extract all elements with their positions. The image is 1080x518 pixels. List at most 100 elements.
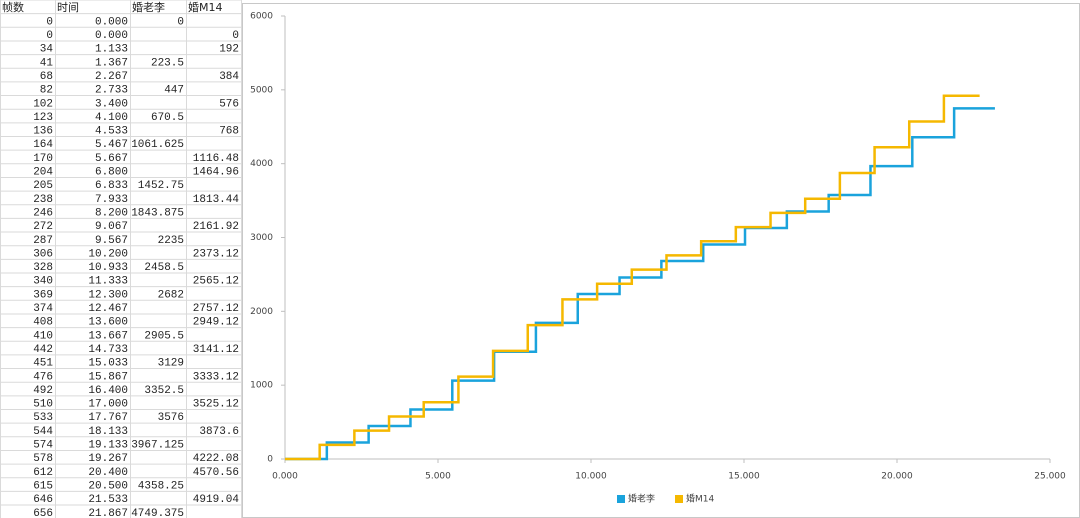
cell: 3525.12 — [193, 399, 239, 411]
y-tick-label: 6000 — [250, 12, 273, 22]
cell: 4919.04 — [193, 494, 240, 506]
cell: 19.267 — [88, 453, 128, 465]
cell: 0 — [46, 30, 53, 42]
step-line — [285, 107, 995, 461]
chart: 0 1000 2000 3000 4000 5000 6000 0.000 5.000 10.00… — [242, 3, 1080, 518]
cell: 12.467 — [88, 303, 128, 315]
cell: 447 — [164, 85, 184, 97]
cell: 8.200 — [95, 207, 128, 219]
cell: 21.533 — [88, 494, 128, 506]
cell: 328 — [33, 262, 53, 274]
cell: 615 — [33, 480, 53, 492]
cell: 374 — [33, 303, 53, 315]
cell: 2949.12 — [193, 317, 239, 329]
cell: 4570.56 — [193, 467, 239, 479]
cell: 3141.12 — [193, 344, 239, 356]
cell: 3967.125 — [131, 440, 184, 452]
cell: 2905.5 — [144, 330, 184, 342]
cell: 82 — [40, 85, 53, 97]
cell: 15.867 — [88, 371, 128, 383]
cell: 646 — [33, 494, 53, 506]
cell: 544 — [33, 426, 53, 438]
x-tick-label: 10.000 — [575, 472, 607, 482]
cell: 17.000 — [88, 399, 128, 411]
cell: 656 — [33, 508, 53, 518]
cell: 20.500 — [88, 480, 128, 492]
cell: 205 — [33, 180, 53, 192]
cell: 2235 — [158, 235, 184, 247]
cell: 6.833 — [95, 180, 128, 192]
y-tick-label: 0 — [267, 455, 273, 465]
cell: 574 — [33, 440, 53, 452]
cell: 1.133 — [95, 44, 128, 56]
cell: 2161.92 — [193, 221, 239, 233]
cell: 1843.875 — [131, 207, 184, 219]
cell: 204 — [33, 167, 53, 179]
cell: 1061.625 — [131, 139, 184, 151]
cell: 18.133 — [88, 426, 128, 438]
cell: 3.400 — [95, 98, 128, 110]
step-line — [285, 94, 980, 461]
cell: 11.333 — [88, 276, 128, 288]
cell: 246 — [33, 207, 53, 219]
cell: 4.100 — [95, 112, 128, 124]
cell: 3333.12 — [193, 371, 239, 383]
cell: 15.033 — [88, 358, 128, 370]
cell: 14.733 — [88, 344, 128, 356]
cell: 21.867 — [88, 508, 128, 518]
cell: 9.567 — [95, 235, 128, 247]
y-tick-label: 3000 — [250, 233, 273, 243]
cell: 12.300 — [88, 289, 128, 301]
cell: 2565.12 — [193, 276, 239, 288]
x-tick-label: 5.000 — [425, 472, 451, 482]
cell: 4358.25 — [138, 480, 184, 492]
cell: 492 — [33, 385, 53, 397]
cell: 9.067 — [95, 221, 128, 233]
x-tick-label: 15.000 — [728, 472, 760, 482]
cell: 16.400 — [88, 385, 128, 397]
cell: 123 — [33, 112, 53, 124]
header-cell: 时间 — [57, 1, 79, 14]
cell: 0 — [46, 16, 53, 28]
cell: 1464.96 — [193, 167, 239, 179]
cell: 102 — [33, 98, 53, 110]
cell: 1116.48 — [193, 153, 239, 165]
cell: 2682 — [158, 289, 184, 301]
cell: 3129 — [158, 358, 184, 370]
cell: 272 — [33, 221, 53, 233]
cell: 13.600 — [88, 317, 128, 329]
cell: 4222.08 — [193, 453, 239, 465]
cell: 10.200 — [88, 248, 128, 260]
cell: 5.467 — [95, 139, 128, 151]
cell: 287 — [33, 235, 53, 247]
cell: 1452.75 — [138, 180, 184, 192]
cell: 136 — [33, 126, 53, 138]
header-cell: 帧数 — [2, 0, 24, 14]
cell: 5.667 — [95, 153, 128, 165]
cell: 68 — [40, 71, 53, 83]
y-tick-label: 2000 — [250, 307, 273, 317]
cell: 223.5 — [151, 57, 184, 69]
header-cell: 婚老李 — [132, 0, 165, 14]
cell: 369 — [33, 289, 53, 301]
cell: 670.5 — [151, 112, 184, 124]
cell: 476 — [33, 371, 53, 383]
cell: 41 — [40, 57, 54, 69]
x-tick-label: 20.000 — [881, 472, 913, 482]
cell: 2373.12 — [193, 248, 239, 260]
cell: 164 — [33, 139, 53, 151]
cell: 1813.44 — [193, 194, 240, 206]
cell: 576 — [219, 98, 239, 110]
cell: 2.733 — [95, 85, 128, 97]
cell: 3352.5 — [144, 385, 184, 397]
x-tick-label: 0.000 — [272, 472, 298, 482]
cell: 384 — [219, 71, 239, 83]
cell: 2757.12 — [193, 303, 239, 315]
cell: 3873.6 — [199, 426, 239, 438]
legend-swatch — [617, 495, 625, 503]
y-tick-label: 1000 — [250, 381, 273, 391]
cell: 410 — [33, 330, 53, 342]
header-cell: 婚M14 — [188, 0, 223, 14]
cell: 19.133 — [88, 440, 128, 452]
